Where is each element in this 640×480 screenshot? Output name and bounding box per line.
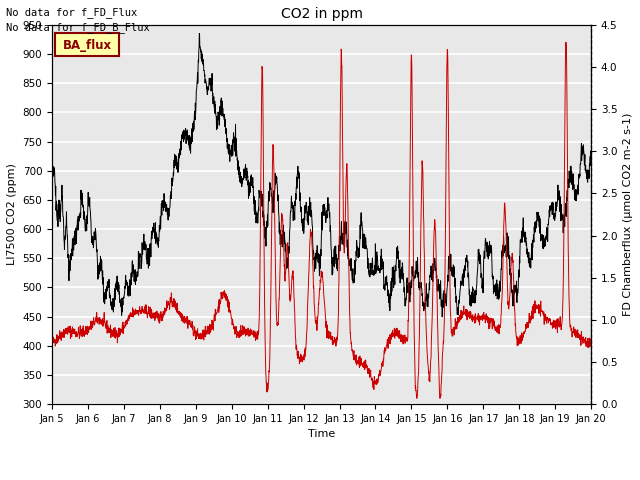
Legend: LI-7500 CO2 Concentration, er_ANNnight: LI-7500 CO2 Concentration, er_ANNnight xyxy=(157,477,485,480)
Text: No data for f_FD_B_Flux: No data for f_FD_B_Flux xyxy=(6,22,150,33)
X-axis label: Time: Time xyxy=(308,430,335,440)
Y-axis label: LI7500 CO2 (ppm): LI7500 CO2 (ppm) xyxy=(7,164,17,265)
Title: CO2 in ppm: CO2 in ppm xyxy=(280,7,363,21)
Y-axis label: FD Chamberflux (μmol CO2 m-2 s-1): FD Chamberflux (μmol CO2 m-2 s-1) xyxy=(623,113,633,316)
Text: No data for f_FD_Flux: No data for f_FD_Flux xyxy=(6,7,138,18)
Text: BA_flux: BA_flux xyxy=(63,39,112,52)
